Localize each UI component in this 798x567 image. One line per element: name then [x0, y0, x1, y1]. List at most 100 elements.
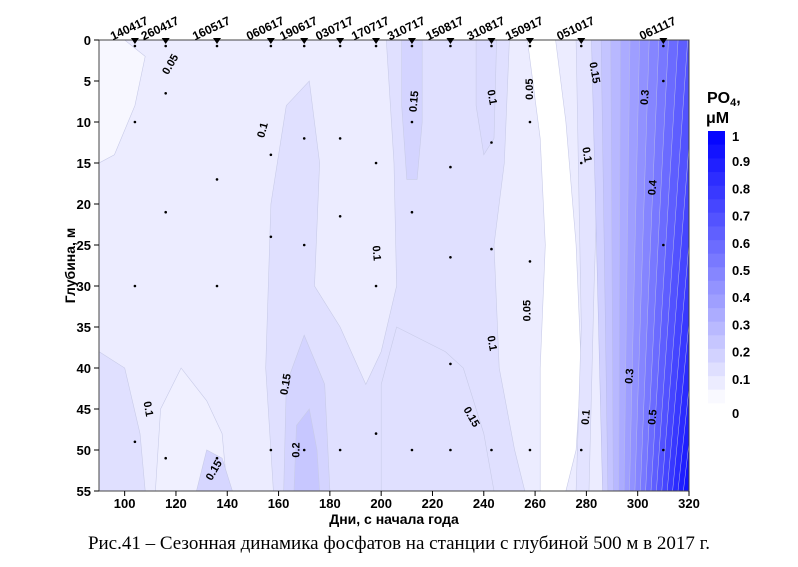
colorbar-swatch	[708, 158, 725, 173]
x-axis-label: Дни, с начала года	[329, 511, 459, 527]
sample-point	[528, 448, 532, 452]
colorbar-swatch	[708, 239, 725, 254]
x-tick-label: 240	[473, 496, 495, 511]
colorbar-tick-label: 0.2	[732, 345, 750, 360]
x-tick-label: 140	[216, 496, 238, 511]
x-tick-label: 100	[114, 496, 136, 511]
station-label: 061117	[637, 14, 678, 43]
contour-label: 0.1	[580, 409, 593, 425]
sample-point	[133, 284, 137, 288]
contour-label: 0.1	[141, 400, 155, 417]
sample-point	[374, 284, 378, 288]
contour-label: 0.05	[524, 78, 536, 99]
sample-point	[133, 120, 137, 124]
station-marker-icon	[487, 38, 496, 44]
y-tick-label: 20	[77, 197, 91, 212]
contour-label: 0.1	[579, 146, 593, 163]
colorbar-tick-label: 0.6	[732, 236, 750, 251]
sample-point	[662, 243, 665, 247]
sample-point	[490, 141, 493, 144]
colorbar-tick-label: 0.7	[732, 209, 750, 224]
sample-point	[215, 44, 219, 48]
sample-point	[449, 448, 452, 452]
colorbar-title-suffix: ,	[736, 90, 740, 107]
colorbar-swatch	[708, 267, 725, 281]
contour-label: 0.3	[639, 89, 652, 105]
station-label: 190617	[277, 13, 320, 43]
colorbar-swatch	[708, 171, 725, 186]
colorbar-swatch	[708, 389, 725, 404]
y-tick-label: 25	[77, 238, 91, 253]
y-tick-label: 0	[84, 33, 91, 48]
sample-point	[269, 235, 273, 239]
x-tick-label: 300	[627, 496, 649, 511]
y-tick-label: 55	[77, 484, 91, 499]
contour-band-below-0.05	[99, 40, 146, 164]
station-marker-icon	[300, 38, 309, 44]
y-tick-label: 5	[84, 74, 91, 89]
contour-band-0.15-0.2	[196, 449, 233, 491]
contour-label: 0.3	[623, 368, 636, 384]
sample-point	[410, 44, 414, 48]
sample-point	[662, 448, 665, 452]
colorbar-tick-label: 0.4	[732, 290, 751, 305]
station-label: 150917	[503, 13, 546, 43]
sample-point	[269, 153, 273, 157]
colorbar-tick-label: 0	[732, 406, 739, 421]
x-tick-label: 280	[576, 496, 598, 511]
x-tick-label: 320	[678, 496, 700, 511]
station-marker-icon	[525, 38, 534, 44]
x-tick-label: 180	[319, 496, 341, 511]
sample-point	[410, 448, 414, 452]
sample-point	[449, 362, 452, 366]
sample-point	[164, 456, 167, 460]
sample-point	[490, 247, 493, 251]
colorbar-title-subscript: 4	[730, 97, 737, 109]
y-tick-label: 10	[77, 115, 91, 130]
station-label: 160517	[190, 13, 233, 43]
station-marker-icon	[266, 38, 275, 44]
colorbar-tick-label: 1	[732, 129, 739, 144]
sample-point	[528, 260, 532, 263]
sample-point	[374, 161, 378, 165]
colorbar-swatch	[708, 335, 725, 349]
y-tick-label: 35	[77, 320, 91, 335]
station-marker-icon	[213, 38, 221, 44]
contour-label: 0.5	[646, 409, 659, 425]
colorbar-swatch	[708, 131, 725, 145]
colorbar-tick-label: 0.5	[732, 263, 750, 278]
sample-point	[133, 44, 137, 48]
contour-label: 0.2	[290, 442, 302, 457]
x-tick-label: 260	[524, 496, 546, 511]
station-marker-icon	[446, 38, 455, 44]
sample-point	[302, 44, 306, 48]
sample-point	[490, 448, 493, 452]
sample-point	[449, 165, 452, 169]
y-tick-label: 40	[77, 361, 91, 376]
sample-point	[579, 44, 583, 48]
sample-point	[133, 440, 137, 444]
colorbar-title: PO4,	[707, 90, 741, 109]
station-label: 150817	[424, 13, 467, 43]
station-marker-icon	[161, 38, 170, 44]
colorbar-swatch	[708, 253, 725, 268]
station-label: 310817	[465, 13, 508, 43]
colorbar-swatch	[708, 294, 725, 309]
sample-point	[579, 161, 583, 165]
sample-point	[215, 284, 219, 288]
contour-chart: 0.050.10.10.15 0.1 0.050.150.10.30.40.050.…	[62, 13, 751, 527]
station-marker-icon	[659, 38, 668, 44]
sample-point	[302, 243, 306, 247]
sample-point	[662, 79, 665, 83]
sample-point	[269, 44, 273, 48]
contour-label: 0.4	[646, 179, 659, 196]
colorbar-swatch	[708, 226, 725, 241]
contour-band-0.1-0.15	[99, 351, 146, 491]
colorbar-swatch	[708, 362, 725, 377]
colorbar-swatch	[708, 212, 725, 227]
sample-point	[528, 44, 532, 48]
colorbar-tick-label: 0.9	[732, 154, 750, 169]
colorbar-unit: μM	[706, 110, 729, 127]
sample-point	[164, 92, 167, 95]
sample-point	[490, 44, 493, 48]
